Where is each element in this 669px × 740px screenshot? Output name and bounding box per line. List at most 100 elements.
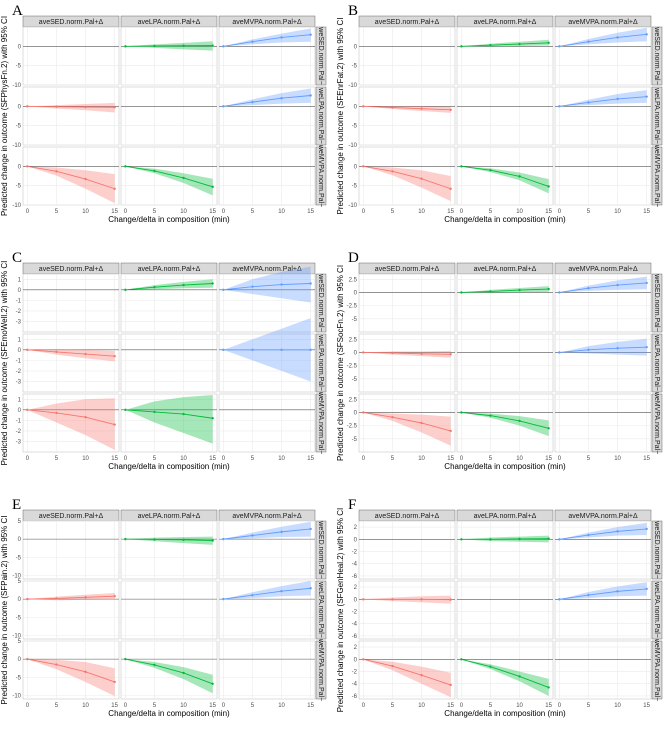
row-strip-label: weSED.norm.Pal− — [653, 273, 660, 331]
x-tick-label: 10 — [614, 456, 621, 462]
confidence-band — [125, 166, 213, 196]
y-tick-label: 2 — [354, 585, 358, 591]
data-point — [26, 105, 29, 108]
facet-cell — [554, 26, 652, 86]
data-point — [55, 663, 58, 666]
x-tick-label: 5 — [489, 703, 493, 709]
x-tick-label: 0 — [558, 703, 562, 709]
x-tick-label: 15 — [545, 456, 552, 462]
confidence-band — [363, 105, 451, 113]
y-tick-label: 5 — [18, 639, 22, 645]
data-point — [113, 187, 116, 190]
row-strip-label: weLPA.norm.Pal− — [317, 334, 324, 391]
data-point — [84, 596, 87, 599]
series-line — [559, 282, 647, 293]
confidence-band — [27, 102, 115, 113]
x-tick-label: 15 — [447, 209, 454, 215]
y-tick-label: -4 — [352, 562, 358, 568]
facet-background — [554, 146, 652, 206]
column-strip-label: aveMVPA.norm.Pal+Δ — [568, 513, 638, 520]
x-tick-label: 10 — [180, 703, 187, 709]
facet-background — [358, 333, 456, 393]
data-point — [211, 44, 214, 47]
facet-background — [554, 640, 652, 700]
facet-background — [120, 273, 218, 333]
x-tick-label: 5 — [489, 209, 493, 215]
x-tick-label: 0 — [124, 456, 128, 462]
y-tick-label: -4 — [352, 682, 358, 688]
y-tick-label: 5 — [18, 519, 22, 525]
y-axis-title: Predicted change in outcome (SFPhysFn.2)… — [0, 16, 9, 216]
column-strip-label: aveLPA.norm.Pal+Δ — [138, 266, 201, 273]
data-point — [84, 352, 87, 356]
data-point — [616, 530, 619, 533]
confidence-band — [223, 28, 311, 47]
confidence-band — [363, 166, 451, 202]
data-point — [84, 670, 87, 674]
x-tick-label: 10 — [278, 703, 285, 709]
series-line — [363, 105, 451, 111]
data-point — [153, 663, 156, 667]
data-point — [587, 287, 590, 290]
row-strip — [651, 86, 663, 146]
row-strip-label: weMVPA.norm.Pal− — [653, 638, 660, 701]
y-tick-label: 1 — [18, 277, 22, 283]
data-point — [84, 416, 87, 419]
y-tick-label: 2.5 — [349, 337, 358, 343]
facet-cell — [120, 273, 218, 333]
data-point — [420, 352, 423, 355]
y-tick-label: -10 — [12, 693, 21, 699]
data-point — [489, 169, 492, 172]
row-strip-label: weLPA.norm.Pal− — [317, 87, 324, 144]
x-tick-label: 15 — [307, 456, 314, 462]
series-line — [461, 412, 549, 429]
confidence-band — [559, 522, 647, 540]
y-tick-label: -5 — [352, 64, 358, 70]
column-strip-label: aveLPA.norm.Pal+Δ — [138, 19, 201, 26]
data-point — [391, 170, 394, 173]
y-tick-label: 0 — [18, 537, 22, 543]
y-tick-label: -10 — [12, 203, 21, 209]
x-tick-label: 5 — [55, 703, 59, 709]
series-line — [363, 165, 451, 190]
facet-cell — [120, 26, 218, 86]
x-tick-label: 0 — [362, 703, 366, 709]
data-point — [587, 593, 590, 597]
y-tick-label: 0 — [18, 408, 22, 414]
facet-background — [456, 26, 554, 86]
facet-cell — [554, 273, 652, 333]
data-point — [26, 408, 29, 412]
data-point — [309, 587, 312, 590]
facet-background — [120, 86, 218, 146]
confidence-band — [559, 90, 647, 107]
y-tick-label: -2 — [352, 670, 358, 676]
y-tick-label: -10 — [348, 83, 357, 89]
x-tick-label: 5 — [391, 703, 395, 709]
y-tick-label: -3 — [16, 319, 22, 325]
x-tick-label: 0 — [26, 703, 30, 709]
data-point — [211, 539, 214, 542]
facet-background — [456, 393, 554, 453]
data-point — [153, 285, 156, 289]
series-line — [27, 409, 115, 426]
facet-cell — [218, 86, 316, 146]
confidence-band — [125, 536, 213, 545]
x-tick-label: 10 — [614, 703, 621, 709]
y-tick-label: 0 — [18, 44, 22, 50]
data-point — [449, 683, 452, 687]
facet-cell — [218, 393, 316, 453]
data-point — [211, 185, 214, 189]
row-strip-label: weMVPA.norm.Pal− — [317, 144, 324, 207]
y-tick-label: -2 — [16, 369, 22, 375]
data-point — [616, 590, 619, 593]
facet-background — [22, 86, 120, 146]
x-tick-label: 10 — [614, 209, 621, 215]
facet-cell — [120, 333, 218, 393]
series-line — [223, 587, 311, 600]
x-tick-label: 0 — [558, 456, 562, 462]
data-point — [449, 598, 452, 601]
y-tick-label: 1 — [18, 337, 22, 343]
facet-background — [22, 580, 120, 640]
facet-background — [22, 146, 120, 206]
x-tick-label: 10 — [180, 209, 187, 215]
